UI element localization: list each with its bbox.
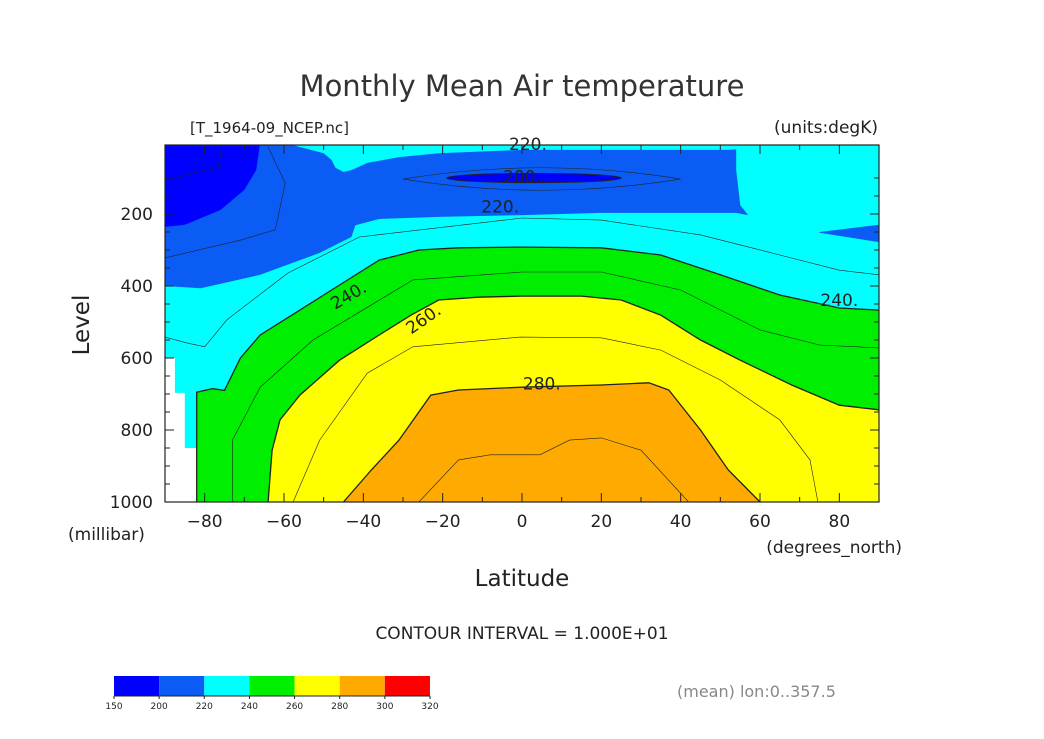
contour-label: 200. [503,167,541,187]
contour-line-210 [165,146,286,259]
colorbar-label: 220 [196,702,213,712]
contour-lines [165,146,879,502]
footer-note: (mean) lon:0..357.5 [677,682,836,701]
colorbar-swatch [114,676,160,696]
subtitle-file: [T_1964-09_NCEP.nc] [190,119,349,138]
colorbar-swatch [159,676,205,696]
colorbar-label: 260 [286,702,303,712]
x-tick-label: −80 [187,512,223,532]
y-units: (millibar) [68,525,145,545]
contour-label: 240. [820,291,858,311]
contour-line-230 [165,217,879,348]
region-above-280 [343,382,760,502]
contour-line-210 [165,149,222,181]
chart-title: Monthly Mean Air temperature [300,69,745,103]
colorbar-label: 280 [331,702,348,712]
x-tick-labels: −80 −60 −40 −20 0 20 40 60 80 [187,512,850,532]
colorbar-label: 150 [105,702,122,712]
region-missing [165,358,197,502]
contour-label: 220. [481,198,519,218]
contour-line-260 [267,295,879,502]
y-tick-label: 800 [121,421,153,441]
contour-line-280 [343,382,761,502]
contour-line-210 [402,167,681,191]
colorbar-label: 320 [421,702,438,712]
x-tick-label: −20 [425,512,461,532]
x-tick-label: −60 [266,512,302,532]
contour-interval: CONTOUR INTERVAL = 1.000E+01 [375,624,668,644]
colorbar-label: 240 [241,702,258,712]
colorbar-swatch [339,676,385,696]
x-tick-label: 0 [517,512,528,532]
y-tick-label: 1000 [110,493,153,513]
x-tick-label: −40 [345,512,381,532]
x-axis-label: Latitude [475,566,570,592]
x-tick-label: 80 [829,512,851,532]
region-below-220-east [819,224,879,243]
x-tick-label: 40 [670,512,692,532]
contour-line-290 [418,437,689,502]
colorbar-swatch [294,676,340,696]
filled-contours [165,145,879,502]
colorbar-label: 300 [376,702,393,712]
y-tick-labels: 200 400 600 800 1000 [110,205,153,513]
contour-line-240 [196,246,879,502]
axis-ticks [164,145,880,503]
colorbar-swatch [384,676,430,696]
y-tick-label: 200 [121,205,153,225]
y-tick-label: 400 [121,277,153,297]
region-below-200-core [446,172,622,184]
region-below-200-polar [165,145,260,227]
colorbar: 150 200 220 240 260 280 300 320 [105,676,439,712]
x-units: (degrees_north) [766,538,902,558]
colorbar-label: 200 [151,702,168,712]
colorbar-swatch [249,676,295,696]
contour-line-250 [232,271,879,502]
contour-label: 280. [523,375,561,395]
y-axis-label: Level [69,295,95,356]
contour-line-270 [292,336,819,502]
subtitle-units: (units:degK) [774,118,878,138]
y-tick-label: 600 [121,349,153,369]
x-tick-label: 60 [749,512,771,532]
x-tick-label: 20 [591,512,613,532]
colorbar-swatch [204,676,250,696]
